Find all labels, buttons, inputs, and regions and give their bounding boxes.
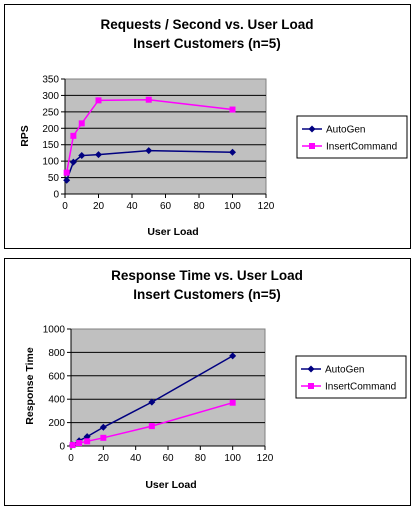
x-tick-label: 0 — [68, 453, 74, 464]
data-point — [148, 398, 156, 406]
legend-box — [296, 115, 408, 159]
legend-label: AutoGen — [325, 365, 364, 376]
data-point — [95, 151, 102, 159]
x-tick-label: 80 — [195, 453, 207, 464]
y-tick-label: 0 — [53, 190, 59, 201]
data-point — [84, 438, 91, 445]
series-autogen — [63, 147, 236, 184]
y-axis-label: RPS — [19, 125, 31, 147]
data-point — [83, 433, 91, 441]
chart-title: Response Time vs. User Load — [111, 268, 303, 283]
y-tick-label: 0 — [59, 442, 65, 453]
data-point — [95, 97, 102, 104]
x-tick-label: 100 — [224, 201, 241, 212]
data-point — [63, 176, 71, 184]
data-point — [229, 399, 236, 406]
y-tick-label: 400 — [48, 395, 65, 406]
chart-title: Requests / Second vs. User Load — [100, 17, 313, 32]
legend-swatch-marker — [309, 143, 315, 149]
y-tick-label: 150 — [42, 140, 59, 151]
data-point — [145, 147, 153, 155]
series-line — [65, 98, 233, 173]
rps-chart: Requests / Second vs. User Load Insert C… — [19, 17, 408, 238]
data-point — [229, 148, 236, 156]
data-point — [78, 152, 86, 160]
data-point — [76, 440, 83, 447]
y-tick-label: 50 — [48, 173, 60, 184]
x-tick-label: 100 — [224, 453, 241, 464]
data-point — [229, 106, 236, 113]
chart-subtitle: Insert Customers (n=5) — [133, 287, 280, 302]
y-tick-label: 1000 — [43, 325, 66, 336]
data-point — [100, 434, 107, 441]
x-tick-label: 60 — [160, 201, 172, 212]
series-line — [65, 149, 233, 181]
x-axis-label: User Load — [147, 226, 198, 238]
response-time-chart: Response Time vs. User Load Insert Custo… — [24, 268, 407, 491]
rps-chart-panel: Requests / Second vs. User Load Insert C… — [4, 4, 411, 249]
legend-label: InsertCommand — [326, 142, 397, 153]
data-point — [69, 158, 77, 166]
data-point — [63, 169, 70, 176]
x-tick-label: 20 — [93, 201, 105, 212]
x-axis-label: User Load — [145, 479, 196, 491]
y-tick-label: 200 — [42, 124, 59, 135]
legend: AutoGen InsertCommand — [296, 115, 408, 159]
response-time-chart-panel: Response Time vs. User Load Insert Custo… — [4, 258, 411, 506]
data-point — [99, 423, 107, 431]
series-insertcommand — [63, 96, 236, 176]
y-tick-label: 200 — [48, 418, 65, 429]
x-tick-label: 120 — [257, 453, 274, 464]
data-point — [145, 96, 152, 103]
legend-label: InsertCommand — [325, 382, 396, 393]
x-tick-label: 80 — [193, 201, 205, 212]
y-axis-label: Response Time — [24, 347, 36, 425]
data-point — [229, 352, 237, 360]
y-tick-label: 100 — [42, 157, 59, 168]
y-tick-label: 250 — [42, 107, 59, 118]
legend: AutoGen InsertCommand — [295, 355, 407, 399]
chart-subtitle: Insert Customers (n=5) — [133, 36, 280, 51]
data-point — [69, 442, 76, 449]
x-tick-label: 40 — [126, 201, 138, 212]
y-tick-label: 300 — [42, 91, 59, 102]
data-point — [148, 423, 155, 430]
x-tick-label: 20 — [98, 453, 110, 464]
data-point — [78, 120, 85, 127]
y-tick-label: 800 — [48, 348, 65, 359]
x-tick-label: 60 — [162, 453, 174, 464]
legend-label: AutoGen — [326, 125, 365, 136]
legend-swatch-marker — [308, 383, 314, 389]
legend-box — [295, 355, 407, 399]
data-point — [70, 132, 77, 139]
x-tick-label: 120 — [258, 201, 275, 212]
x-tick-label: 0 — [62, 201, 68, 212]
legend-swatch-marker — [307, 365, 315, 373]
x-tick-label: 40 — [130, 453, 142, 464]
series-insertcommand — [69, 399, 236, 449]
plot-area — [64, 78, 267, 195]
legend-swatch-marker — [308, 125, 316, 133]
y-tick-label: 600 — [48, 371, 65, 382]
y-tick-label: 350 — [42, 75, 59, 86]
